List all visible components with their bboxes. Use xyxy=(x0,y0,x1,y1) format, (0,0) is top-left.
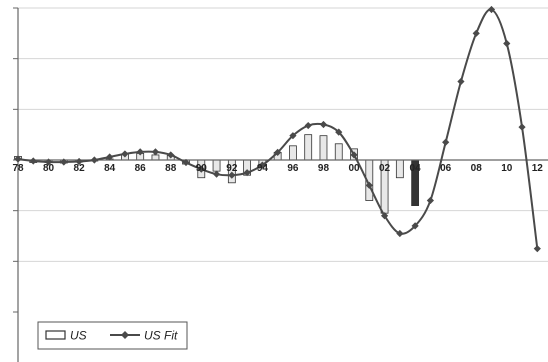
us-fit-marker xyxy=(442,138,450,146)
us-fit-marker xyxy=(274,148,282,156)
us-fit-marker xyxy=(121,150,129,158)
x-tick-label: 80 xyxy=(43,163,55,174)
us-fit-marker xyxy=(60,158,68,166)
us-fit-marker xyxy=(319,120,328,129)
us-fit-marker xyxy=(350,151,358,159)
legend-marker-us-fit xyxy=(121,331,129,339)
us-fit-marker xyxy=(75,157,83,166)
us-fit-marker xyxy=(487,5,496,14)
us-bar xyxy=(151,154,160,161)
x-tick-labels: 78 80 82 84 86 88 90 92 94 96 98 00 02 04 06 08 10 12 xyxy=(12,163,543,174)
us-fit-curve xyxy=(17,8,539,249)
us-fit-marker xyxy=(29,157,37,165)
us-fit-marker xyxy=(396,229,404,238)
x-tick-label: 78 xyxy=(12,163,24,174)
us-fit-marker xyxy=(182,158,190,167)
legend-label-us-fit: US Fit xyxy=(144,329,178,343)
us-fit-marker xyxy=(197,165,205,173)
x-tick-label: 04 xyxy=(410,163,422,174)
us-fit-marker xyxy=(335,128,343,136)
us-fit-marker xyxy=(503,39,511,48)
us-fit-marker xyxy=(136,148,144,156)
x-tick-label: 10 xyxy=(501,163,513,174)
x-tick-label: 06 xyxy=(440,163,452,174)
us-bar xyxy=(395,159,404,179)
x-tick-label: 00 xyxy=(348,163,360,174)
us-bar xyxy=(319,135,328,161)
us-fit-marker xyxy=(258,161,266,169)
us-fit-marker xyxy=(228,171,236,179)
us-fit-marker xyxy=(106,153,114,161)
x-tick-label: 02 xyxy=(379,163,391,174)
us-bar xyxy=(289,145,297,161)
us-fit-marker xyxy=(243,169,251,177)
us-fit-marker xyxy=(90,156,98,164)
us-fit-marker xyxy=(426,196,434,205)
us-fit-marker xyxy=(533,245,541,253)
x-tick-label: 98 xyxy=(318,163,330,174)
gridlines xyxy=(18,7,548,262)
us-fit-marker xyxy=(365,181,373,189)
us-fit-marker xyxy=(457,77,465,86)
us-fit-marker xyxy=(14,155,22,163)
us-fit-marker xyxy=(304,121,312,130)
x-tick-label: 88 xyxy=(165,163,177,174)
x-tick-label: 90 xyxy=(196,163,208,174)
us-fit-marker xyxy=(380,212,389,220)
x-tick-label: 82 xyxy=(74,163,86,174)
x-tick-label: 96 xyxy=(287,163,299,174)
us-fit-marker xyxy=(151,148,160,156)
x-tick-label: 92 xyxy=(226,163,238,174)
us-fit-marker xyxy=(518,123,526,131)
us-fit-marker xyxy=(472,29,480,37)
us-fit-marker xyxy=(411,222,419,230)
legend-label-us: US xyxy=(70,329,87,343)
legend-swatch-us xyxy=(45,330,66,340)
us-bar xyxy=(212,159,221,172)
us-fit-marker xyxy=(44,158,53,166)
x-tick-label: 94 xyxy=(257,163,269,174)
us-fit-marker xyxy=(212,170,221,178)
x-tick-label: 08 xyxy=(471,163,483,174)
legend: US US Fit xyxy=(37,321,188,350)
us-fit-marker xyxy=(167,151,175,159)
x-tick-label: 86 xyxy=(135,163,147,174)
us-bar xyxy=(304,134,313,161)
us-fit-marker xyxy=(289,132,297,140)
us-bar xyxy=(334,143,343,161)
axes xyxy=(13,7,548,362)
x-tick-label: 84 xyxy=(104,163,116,174)
us-fit-line xyxy=(14,5,541,253)
x-tick-label: 12 xyxy=(532,163,544,174)
